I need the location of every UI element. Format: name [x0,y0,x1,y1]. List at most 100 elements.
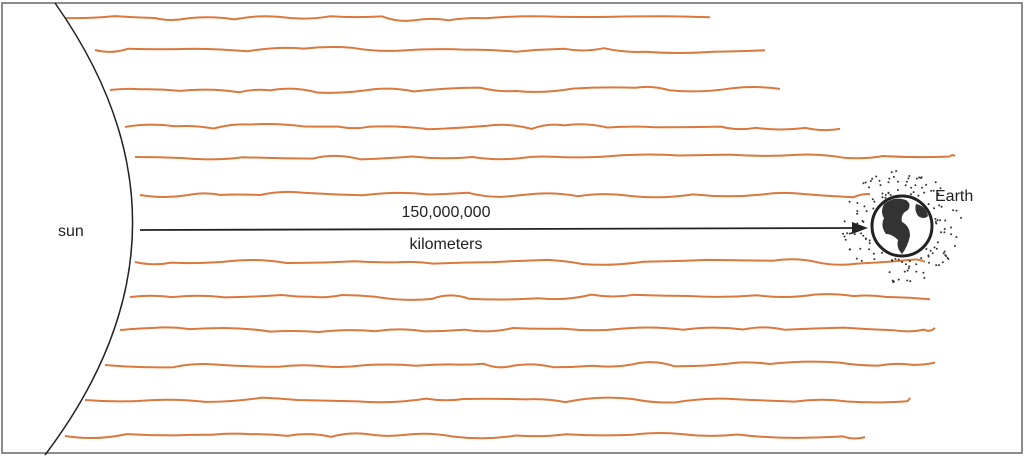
dot [882,193,884,195]
dot [892,281,894,283]
dot [935,181,937,183]
dot [891,260,893,262]
dot [849,233,851,235]
dot [904,271,906,273]
dot [866,210,868,212]
dot [916,178,918,180]
dot [868,248,870,250]
dot [934,246,936,248]
dot [888,181,890,183]
dot [844,220,846,222]
dot [888,192,890,194]
dot [908,175,910,177]
dot [846,232,848,234]
earth-label: Earth [935,188,973,205]
dot [907,177,909,179]
dot [895,258,897,260]
dot [884,197,886,199]
dot [918,177,920,179]
dot [881,252,883,254]
dot [938,264,940,266]
dot [872,198,874,200]
dot [923,192,925,194]
dot [873,201,875,203]
dot [862,221,864,223]
frame [2,3,1022,453]
dot [849,201,851,203]
dot [927,254,929,256]
dot [888,178,890,180]
dot [905,263,907,265]
dot [944,251,946,253]
dot [908,265,910,267]
dot [851,232,853,234]
dot [939,219,941,221]
dot [856,202,858,204]
dot [935,221,937,223]
dot [930,190,932,192]
dot [860,232,862,234]
dot [905,184,907,186]
dot [934,218,936,220]
dot [921,187,923,189]
dot [935,264,937,266]
dot [890,194,892,196]
dot [937,241,939,243]
dot [910,193,912,195]
dot [915,263,917,265]
dot [871,178,873,180]
dot [909,280,911,282]
dot [944,228,946,230]
dot [872,208,874,210]
dot [960,217,962,219]
dot [956,210,958,212]
dot [943,231,945,233]
dot [932,252,934,254]
sun-label: sun [58,223,84,240]
dot [865,238,867,240]
dot [909,260,911,262]
dot [849,249,851,251]
dot [873,253,875,255]
dot [907,270,909,272]
dot [854,233,856,235]
dot [862,235,864,237]
dot [944,220,946,222]
dot [901,261,903,263]
distance-label: 150,000,000 [402,204,491,221]
dot [893,176,895,178]
dot [875,176,877,178]
dot [856,213,858,215]
dot [914,184,916,186]
dot [863,205,865,207]
dot [870,180,872,182]
dot [868,186,870,188]
dot [950,233,952,235]
unit-label: kilometers [410,236,483,253]
dot [879,180,881,182]
dot [845,239,847,241]
dot [861,260,863,262]
dot [889,271,891,273]
dot [925,248,927,250]
dot [935,223,937,225]
dot [920,257,922,259]
dot [928,203,930,205]
dot [915,271,917,273]
dot [869,240,871,242]
dot [906,181,908,183]
dot [943,252,945,254]
dot [923,277,925,279]
dot [917,195,919,197]
dot [930,250,932,252]
dot [863,182,865,184]
dot [856,210,858,212]
dot [933,207,935,209]
dot [880,184,882,186]
dot [920,177,922,179]
dot [873,258,875,260]
dot [942,261,944,263]
dot [842,233,844,235]
dot [908,267,910,269]
dot [950,227,952,229]
